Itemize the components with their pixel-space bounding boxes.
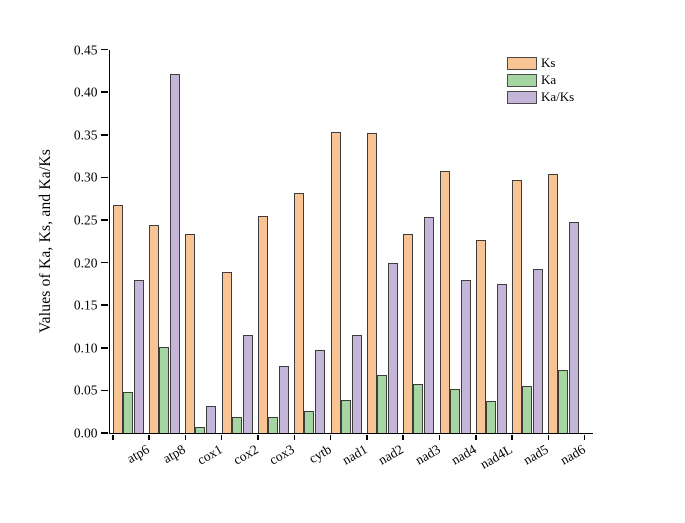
- bar-group-cox2: [221, 50, 258, 433]
- y-tick: [100, 389, 108, 392]
- bar-group-nad1: [330, 50, 367, 433]
- bar-ka-ks-atp8: [170, 74, 181, 433]
- bar-ka-ks-cox3: [279, 365, 289, 433]
- bar-group-nad6: [548, 50, 584, 433]
- bar-ks-nad4: [439, 171, 450, 433]
- legend-entry-ka: Ka: [507, 72, 574, 88]
- x-tick: [438, 434, 441, 441]
- y-tick: [100, 176, 108, 179]
- legend: Ks Ka Ka/Ks: [507, 55, 575, 108]
- legend-entry-ks: Ks: [507, 55, 574, 71]
- y-tick-label: 0.25: [73, 212, 98, 228]
- legend-swatch: [507, 57, 537, 70]
- x-tick: [366, 434, 368, 441]
- y-tick-label: 0.15: [73, 297, 98, 313]
- bar-ka-nad2: [376, 375, 387, 433]
- bar-ka-nad3: [413, 384, 424, 433]
- bar-ka-atp8: [159, 346, 170, 433]
- bar-group-cox3: [258, 50, 294, 433]
- bar-ka-ks-nad6: [569, 221, 580, 433]
- y-tick-label: 0.00: [73, 425, 98, 441]
- y-tick-label: 0.30: [73, 169, 98, 185]
- bar-ka-nad6: [558, 369, 569, 433]
- bar-ka-cytb: [304, 410, 315, 433]
- bar-group-atp8: [149, 50, 185, 433]
- bar-group-nad5: [512, 50, 548, 433]
- bar-ka-nad4: [449, 388, 460, 433]
- bar-ks-cox2: [221, 271, 232, 433]
- bar-ks-nad1: [330, 132, 341, 433]
- x-tick: [475, 434, 477, 441]
- bar-group-nad3: [403, 50, 439, 433]
- plot-area: 0.00 0.05 0.10 0.15 0.20 0.25 0.30 0.35 0.40 0.45…: [74, 43, 593, 471]
- bar-ka-ks-nad2: [387, 263, 398, 433]
- y-tick-label: 0.10: [73, 340, 98, 356]
- x-tick: [112, 434, 114, 441]
- bar-ks-cox3: [258, 215, 268, 433]
- x-tick: [329, 434, 332, 441]
- y-tick: [100, 261, 108, 264]
- bar-ka-cox1: [195, 427, 206, 433]
- bar-ks-nad6: [548, 173, 559, 433]
- y-tick: [100, 432, 108, 434]
- y-tick-label: 0.05: [73, 382, 98, 398]
- bar-group-nad2: [366, 50, 403, 433]
- x-tick: [402, 434, 404, 441]
- bar-ka-nad4L: [485, 401, 496, 433]
- bar-ka-ks-nad4: [460, 280, 471, 433]
- y-tick: [100, 91, 108, 93]
- bar-group-atp6: [112, 50, 149, 433]
- bar-ks-cox1: [185, 233, 196, 433]
- bar-group-cytb: [294, 50, 330, 433]
- x-tick: [148, 434, 150, 441]
- bar-ks-cytb: [294, 192, 305, 433]
- legend-label: Ka/Ks: [541, 89, 575, 105]
- bar-group-cox1: [185, 50, 221, 433]
- bar-group-nad4L: [475, 50, 512, 433]
- bar-ka-ks-atp6: [133, 279, 144, 433]
- y-axis-label: Values of Ka, Ks, and Ka/Ks: [37, 148, 54, 334]
- x-tick: [511, 434, 513, 441]
- x-tick: [257, 434, 259, 441]
- bar-ka-cox2: [231, 416, 242, 433]
- y-tick-label: 0.40: [73, 84, 98, 100]
- bar-ka-atp6: [122, 392, 133, 433]
- bar-group-nad4: [439, 50, 476, 433]
- bar-ka-nad5: [522, 386, 533, 433]
- y-tick: [100, 48, 108, 51]
- bar-ks-atp6: [112, 205, 123, 433]
- bar-ka-ks-nad1: [351, 335, 362, 433]
- bar-ka-ks-nad4L: [496, 283, 507, 433]
- legend-swatch: [507, 91, 537, 104]
- y-tick: [100, 133, 108, 136]
- x-tick: [184, 434, 187, 441]
- bar-ka-cox3: [268, 416, 278, 433]
- bar-ks-nad2: [366, 133, 377, 433]
- y-tick: [100, 304, 108, 306]
- bar-ka-nad1: [340, 399, 351, 433]
- bar-ka-ks-cytb: [315, 350, 326, 433]
- bar-ka-ks-cox1: [206, 405, 217, 433]
- y-tick: [100, 219, 108, 221]
- bar-ks-nad5: [512, 179, 523, 433]
- bar-ka-ks-cox2: [242, 335, 253, 433]
- y-tick-label: 0.20: [73, 255, 98, 271]
- y-tick-label: 0.45: [73, 42, 98, 57]
- legend-label: Ks: [541, 55, 556, 71]
- legend-swatch: [507, 74, 537, 87]
- x-tick: [583, 434, 586, 441]
- bar-ka-ks-nad3: [424, 217, 435, 433]
- x-tick: [220, 434, 223, 441]
- x-tick: [293, 434, 296, 441]
- legend-entry-ka-ks: Ka/Ks: [507, 89, 575, 105]
- x-tick: [547, 434, 550, 441]
- bar-ks-nad3: [403, 234, 414, 433]
- bar-ks-nad4L: [475, 240, 486, 433]
- y-tick: [100, 346, 108, 349]
- y-tick-label: 0.35: [73, 127, 98, 143]
- bar-ks-atp8: [149, 225, 160, 433]
- bar-ka-ks-nad5: [533, 269, 544, 433]
- legend-label: Ka: [541, 72, 557, 88]
